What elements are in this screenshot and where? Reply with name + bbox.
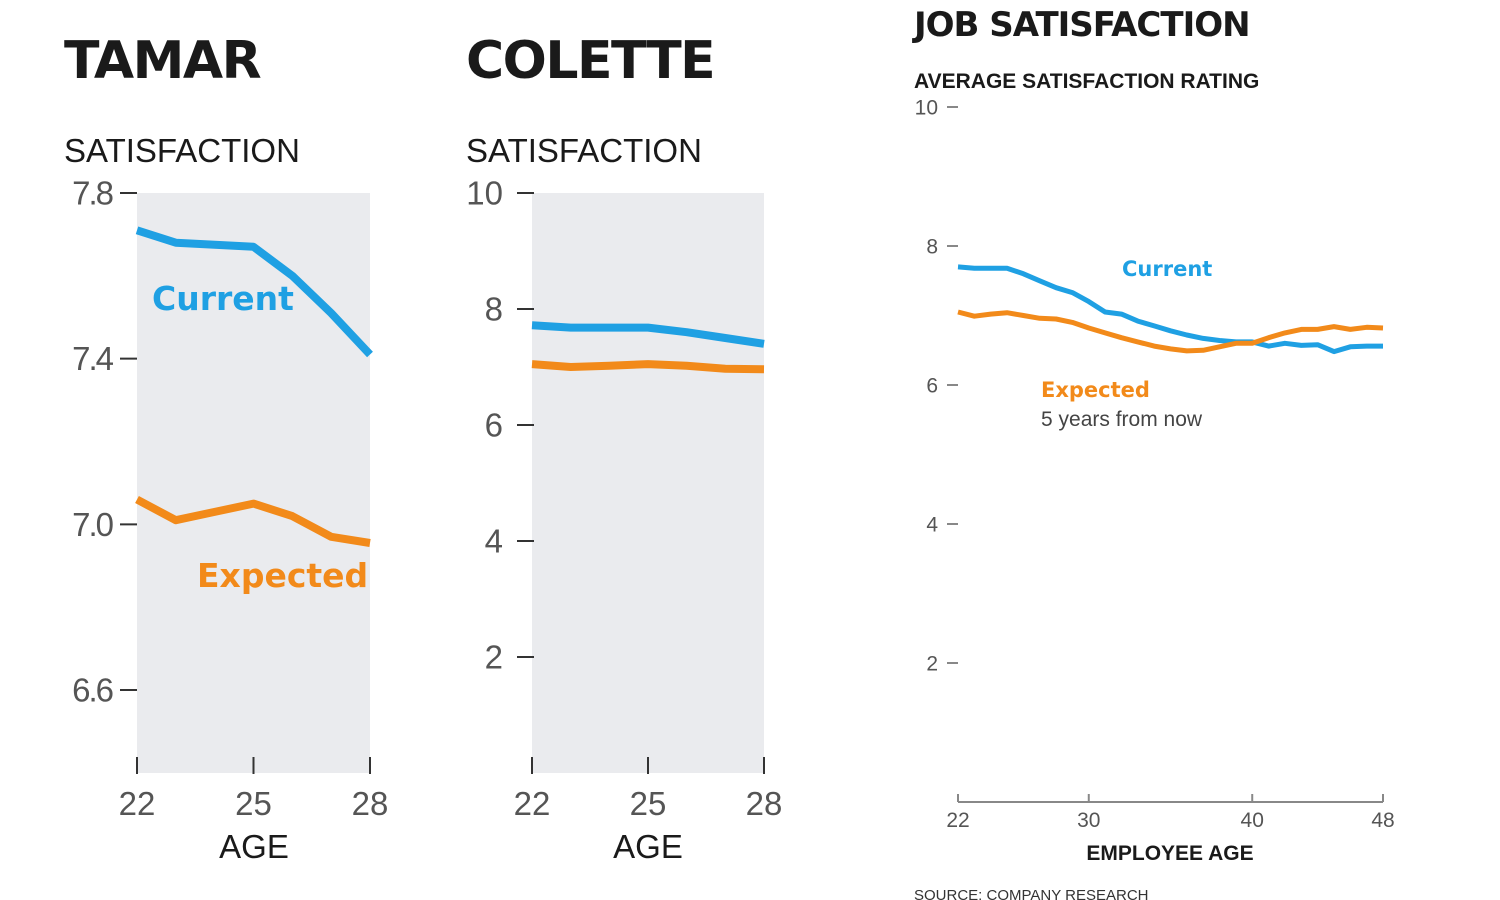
series-line-expected — [135, 495, 371, 547]
y-tick-label: 7.0 — [72, 506, 114, 543]
x-tick-label: 25 — [630, 785, 667, 822]
annotation-expected-note: 5 years from now — [1041, 408, 1203, 431]
y-axis: 7.8 7.4 7.0 6.6 — [72, 175, 137, 709]
x-tick-label: 22 — [119, 785, 156, 822]
series-label-expected: Expected — [197, 556, 368, 595]
y-axis-label: SATISFACTION — [466, 132, 702, 169]
y-tick-label: 6.6 — [72, 672, 113, 709]
plot-background — [532, 193, 764, 773]
chart-tamar: TAMAR SATISFACTION 7.8 7.4 7.0 6.6 22 25 28 C… — [64, 31, 388, 865]
y-tick-label: 6 — [485, 407, 503, 444]
x-tick-label: 40 — [1241, 809, 1264, 832]
x-axis: 22 25 28 — [119, 757, 389, 822]
chart-title: JOB SATISFACTION — [912, 5, 1250, 45]
chart-title: COLETTE — [466, 31, 714, 91]
chart-job-satisfaction: JOB SATISFACTION AVERAGE SATISFACTION RA… — [912, 5, 1395, 900]
y-axis: 10 8 6 4 2 — [466, 175, 534, 676]
y-axis: 10 8 6 4 2 — [915, 96, 958, 675]
chart-title: TAMAR — [64, 31, 261, 91]
series-label-current: Current — [152, 279, 294, 318]
annotation-current: Current — [1122, 257, 1212, 281]
x-tick-label: 25 — [235, 785, 272, 822]
source-note: SOURCE: COMPANY RESEARCH — [914, 887, 1149, 900]
series-line-current — [957, 264, 1383, 355]
chart-colette: COLETTE SATISFACTION 10 8 6 4 2 22 25 28 AGE — [466, 31, 782, 865]
y-tick-label: 8 — [926, 235, 938, 258]
x-tick-label: 22 — [514, 785, 551, 822]
x-tick-label: 48 — [1371, 809, 1394, 832]
y-tick-label: 7.4 — [72, 340, 114, 377]
y-axis-label: SATISFACTION — [64, 132, 300, 169]
x-tick-label: 28 — [746, 785, 783, 822]
y-tick-label: 7.8 — [72, 175, 113, 212]
y-tick-label: 2 — [485, 639, 503, 676]
x-axis-label: AGE — [219, 828, 289, 865]
x-tick-label: 22 — [946, 809, 969, 832]
y-tick-label: 2 — [926, 652, 938, 675]
x-tick-label: 30 — [1077, 809, 1100, 832]
x-tick-label: 28 — [352, 785, 389, 822]
x-axis: 22 25 28 — [514, 757, 783, 822]
x-axis-label: AGE — [613, 828, 683, 865]
annotation-expected: Expected — [1041, 378, 1150, 402]
chart-subtitle: AVERAGE SATISFACTION RATING — [914, 70, 1259, 93]
series-line-current — [531, 321, 765, 348]
y-tick-label: 4 — [926, 513, 938, 536]
y-tick-label: 8 — [485, 291, 503, 328]
plot-background — [137, 193, 370, 773]
x-axis-label: EMPLOYEE AGE — [1086, 842, 1253, 865]
x-axis: 22 30 40 48 — [946, 794, 1395, 832]
series-line-expected — [957, 309, 1384, 354]
y-tick-label: 6 — [926, 374, 938, 397]
y-tick-label: 10 — [466, 175, 503, 212]
y-tick-label: 4 — [485, 523, 503, 560]
series-line-current — [135, 226, 373, 358]
y-tick-label: 10 — [915, 96, 938, 119]
series-line-expected — [531, 360, 765, 374]
